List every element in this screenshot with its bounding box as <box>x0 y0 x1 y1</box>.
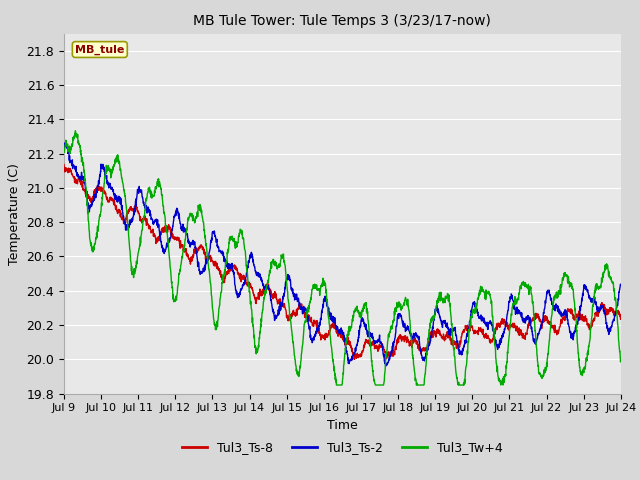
Text: MB_tule: MB_tule <box>75 44 125 55</box>
Title: MB Tule Tower: Tule Temps 3 (3/23/17-now): MB Tule Tower: Tule Temps 3 (3/23/17-now… <box>193 14 492 28</box>
Y-axis label: Temperature (C): Temperature (C) <box>8 163 21 264</box>
Legend: Tul3_Ts-8, Tul3_Ts-2, Tul3_Tw+4: Tul3_Ts-8, Tul3_Ts-2, Tul3_Tw+4 <box>177 436 508 459</box>
X-axis label: Time: Time <box>327 419 358 432</box>
